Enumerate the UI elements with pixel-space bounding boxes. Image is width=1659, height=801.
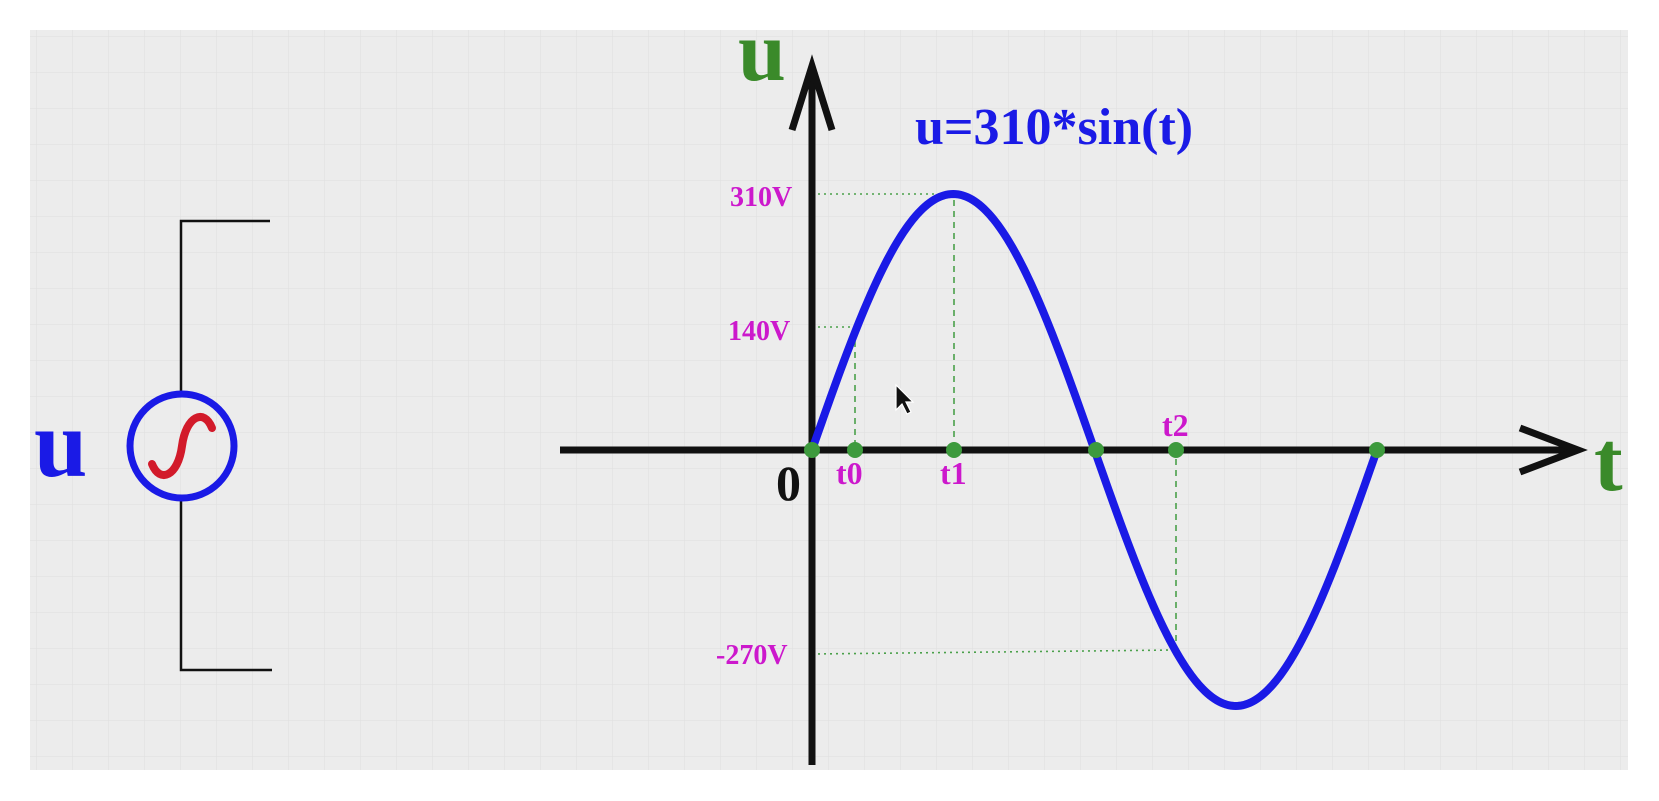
ac-source-icon	[126, 390, 238, 502]
x-axis-arrow	[1518, 424, 1588, 476]
point-t1	[946, 442, 962, 458]
time-label-t2: t2	[1162, 407, 1189, 443]
point-t0	[847, 442, 863, 458]
source-wire-top	[179, 219, 270, 392]
point-half-period	[1088, 442, 1104, 458]
time-label-t1: t1	[940, 455, 967, 491]
y-axis-arrow	[788, 54, 836, 132]
point-t2	[1168, 442, 1184, 458]
point-origin	[804, 442, 820, 458]
guide-neg270-horizontal	[811, 649, 1177, 655]
formula-title: u=310*sin(t)	[915, 99, 1193, 156]
origin-label: 0	[776, 455, 801, 511]
source-wire-bottom	[179, 500, 272, 672]
source-label: u	[34, 390, 87, 497]
guide-lines	[811, 193, 1177, 655]
value-label-310: 310V	[730, 182, 792, 213]
ac-source-schematic: u	[34, 219, 272, 672]
y-axis-label: u	[738, 3, 786, 99]
ac-source-wave	[148, 413, 216, 479]
x-axis-label: t	[1594, 413, 1623, 509]
axis-points	[804, 442, 1385, 458]
value-label-neg270: -270V	[716, 640, 788, 671]
point-full-period	[1369, 442, 1385, 458]
time-label-t0: t0	[836, 455, 863, 491]
value-label-140: 140V	[728, 316, 790, 347]
axes	[560, 54, 1588, 765]
mouse-pointer-icon	[895, 383, 915, 415]
